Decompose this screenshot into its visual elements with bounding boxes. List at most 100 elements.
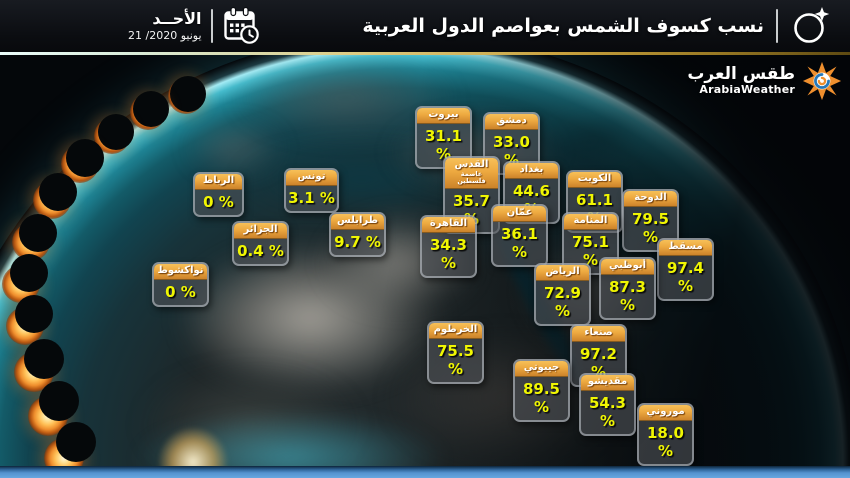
city-label-header: الرباط	[195, 174, 242, 190]
date-value: 21 /يونيو 2020	[128, 28, 202, 42]
city-name: جيبوتي	[523, 362, 560, 373]
eclipse-percentage: 3.1 %	[288, 188, 335, 207]
city-label-doha: الدوحة 79.5 %	[622, 189, 679, 252]
gold-separator-line	[0, 52, 850, 55]
city-name: الكويت	[577, 173, 612, 184]
city-label-header: مسقط	[659, 240, 712, 256]
city-label-algiers: الجزائر 0.4 %	[232, 221, 289, 266]
city-name: القدس	[454, 159, 489, 170]
header-divider	[776, 9, 778, 43]
city-label-header: دمشق	[485, 114, 538, 130]
city-label-header: الخرطوم	[429, 323, 482, 339]
city-name: الخرطوم	[433, 324, 478, 335]
eclipse-percentage: 79.5 %	[631, 209, 669, 246]
city-name: صنعاء	[584, 327, 613, 338]
city-label-header: مقديشو	[581, 375, 634, 391]
header-bar: الأحــد 21 /يونيو 2020 نسب كسوف الشمس بع…	[0, 0, 850, 52]
city-label-mogadishu: مقديشو 54.3 %	[579, 373, 636, 436]
city-label-riyadh: الرياض 72.9 %	[534, 263, 591, 326]
page-title: نسب كسوف الشمس بعواصم الدول العربية	[362, 15, 764, 37]
eclipse-percentage: 0 %	[203, 192, 234, 211]
eclipse-percentage: 18.0 %	[646, 423, 684, 460]
city-label-header: القدس عاصمة فلسطين	[445, 158, 498, 190]
city-label-header: تونس	[286, 170, 337, 186]
city-label-cairo: القاهرة 34.3 %	[420, 215, 477, 278]
eclipse-percentage: 72.9 %	[543, 283, 581, 320]
city-label-tripoli: طرابلس 9.7 %	[329, 212, 386, 257]
eclipse-percentage: 0.4 %	[237, 241, 284, 260]
city-name: بيروت	[428, 109, 459, 120]
city-label-header: طرابلس	[331, 214, 384, 230]
logo-name-english: ArabiaWeather	[699, 83, 795, 97]
city-name: نواكشوط	[157, 265, 204, 276]
city-subtitle: عاصمة فلسطين	[457, 169, 486, 186]
city-label-header: الكويت	[568, 172, 621, 188]
eclipse-phase-icon	[168, 78, 204, 114]
bottom-blue-bar	[0, 466, 850, 478]
city-label-muscat: مسقط 97.4 %	[657, 238, 714, 301]
city-label-header: موروني	[639, 405, 692, 421]
city-label-header: الدوحة	[624, 191, 677, 207]
title-block: نسب كسوف الشمس بعواصم الدول العربية	[362, 0, 832, 52]
city-label-header: المنامة	[564, 214, 617, 230]
city-name: الرياض	[545, 266, 580, 277]
city-name: بغداد	[519, 164, 544, 175]
city-name: مقديشو	[587, 376, 628, 387]
city-name: موروني	[646, 406, 685, 417]
city-label-header: صنعاء	[572, 326, 625, 342]
city-name: أبوظبي	[608, 260, 647, 271]
city-name: عمّان	[506, 207, 533, 218]
logo-text: طقس العرب ArabiaWeather	[687, 63, 795, 97]
city-name: دمشق	[496, 115, 527, 126]
arabiaweather-logo: طقس العرب ArabiaWeather	[687, 61, 842, 101]
day-name: الأحــد	[152, 9, 202, 29]
city-name: مسقط	[668, 241, 703, 252]
city-label-header: القاهرة	[422, 217, 475, 233]
city-name: الرباط	[202, 175, 235, 186]
eclipse-percentage: 0 %	[165, 282, 196, 301]
eclipse-phase-icon	[33, 181, 71, 219]
header-divider	[210, 9, 213, 43]
city-label-header: الرياض	[536, 265, 589, 281]
city-label-header: بغداد	[505, 163, 558, 179]
eclipse-percentage: 75.5 %	[436, 341, 474, 378]
calendar-clock-icon	[223, 6, 259, 44]
eclipse-percentage: 89.5 %	[522, 379, 560, 416]
city-name: طرابلس	[336, 215, 379, 226]
city-name: الدوحة	[634, 192, 667, 203]
arabiaweather-sun-icon	[802, 61, 842, 101]
city-label-djibouti: جيبوتي 89.5 %	[513, 359, 570, 422]
city-label-header: جيبوتي	[515, 361, 568, 377]
city-label-header: بيروت	[417, 108, 470, 124]
logo-name-arabic: طقس العرب	[687, 63, 795, 84]
city-label-nouakchott: نواكشوط 0 %	[152, 262, 209, 307]
eclipse-percentage: 54.3 %	[588, 393, 626, 430]
city-label-abu-dhabi: أبوظبي 87.3 %	[599, 257, 656, 320]
city-label-header: نواكشوط	[154, 264, 207, 280]
eclipse-percentage: 97.4 %	[666, 258, 704, 295]
eclipse-percentage: 34.3 %	[429, 235, 467, 272]
eclipse-percentage: 36.1 %	[500, 224, 538, 261]
city-label-tunis: تونس 3.1 %	[284, 168, 339, 213]
eclipse-phase-icon	[130, 94, 166, 130]
date-text: الأحــد 21 /يونيو 2020	[128, 10, 202, 42]
eclipse-percentage: 9.7 %	[334, 232, 381, 251]
city-label-header: الجزائر	[234, 223, 287, 239]
city-label-header: عمّان	[493, 206, 546, 222]
city-name: تونس	[297, 171, 326, 182]
city-label-header: أبوظبي	[601, 259, 654, 275]
city-label-moroni: موروني 18.0 %	[637, 403, 694, 466]
city-label-khartoum: الخرطوم 75.5 %	[427, 321, 484, 384]
eclipse-percentage: 87.3 %	[608, 277, 646, 314]
city-name: القاهرة	[429, 218, 468, 229]
eclipse-percentage: 31.1 %	[424, 126, 462, 163]
date-block: الأحــد 21 /يونيو 2020	[128, 5, 260, 47]
city-label-rabat: الرباط 0 %	[193, 172, 244, 217]
city-label-amman: عمّان 36.1 %	[491, 204, 548, 267]
eclipse-phase-icon	[6, 307, 44, 345]
city-name: المنامة	[573, 215, 608, 226]
city-name: الجزائر	[243, 224, 278, 235]
